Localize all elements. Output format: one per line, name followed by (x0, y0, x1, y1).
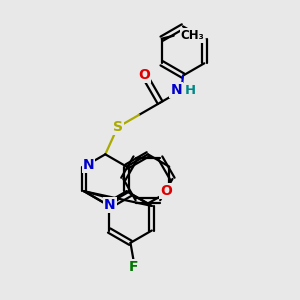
Text: N: N (83, 158, 94, 172)
Text: S: S (112, 120, 123, 134)
Text: N: N (104, 198, 116, 212)
Text: H: H (184, 84, 196, 97)
Text: N: N (170, 83, 182, 98)
Text: S: S (112, 120, 123, 134)
Text: O: O (160, 184, 172, 198)
Text: CH₃: CH₃ (181, 29, 204, 42)
Text: F: F (129, 260, 138, 274)
Text: O: O (138, 68, 150, 82)
